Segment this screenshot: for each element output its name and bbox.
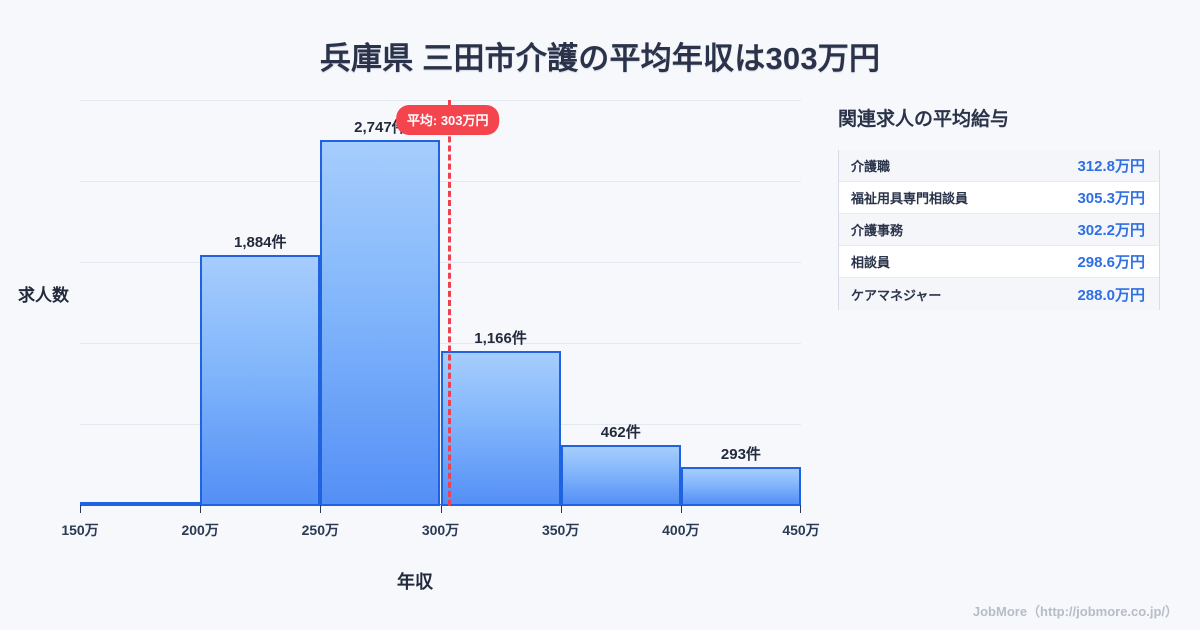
bar-value-label: 1,166件 bbox=[474, 329, 527, 347]
x-axis-title: 年収 bbox=[397, 572, 433, 592]
x-axis-tick-label: 300万 bbox=[421, 522, 460, 538]
bar-value-label: 293件 bbox=[720, 445, 761, 463]
salary-table-row: 介護職 312.8万円 bbox=[839, 150, 1159, 182]
histogram-bar bbox=[560, 444, 681, 506]
gridline bbox=[80, 262, 801, 263]
side-panel-heading: 関連求人の平均給与 bbox=[838, 109, 1010, 130]
salary-job-name: 福祉用具専門相談員 bbox=[851, 191, 969, 206]
salary-amount: 305.3万円 bbox=[1077, 190, 1145, 207]
histogram-chart: 求人数 年収 1,884件 2,747件 1,166件 462件 293件 150万 200… bbox=[18, 100, 820, 592]
gridline bbox=[80, 100, 801, 101]
bar-value-label: 462件 bbox=[600, 423, 641, 441]
bar-value-label: 2,747件 bbox=[354, 119, 407, 137]
salary-job-name: 介護職 bbox=[851, 159, 891, 174]
footer-watermark: JobMore（http://jobmore.co.jp/） bbox=[972, 604, 1178, 619]
average-badge: 平均: 303万円 bbox=[395, 105, 500, 135]
histogram-bar bbox=[320, 140, 441, 506]
histogram-bar bbox=[200, 255, 321, 506]
salary-table-row: 福祉用具専門相談員 305.3万円 bbox=[839, 182, 1159, 214]
salary-table-row: ケアマネジャー 288.0万円 bbox=[839, 278, 1159, 310]
salary-job-name: 介護事務 bbox=[851, 223, 904, 238]
x-axis-tick-label: 450万 bbox=[782, 522, 820, 538]
histogram-bar bbox=[80, 502, 201, 506]
salary-amount: 302.2万円 bbox=[1077, 222, 1145, 239]
salary-table: 介護職 312.8万円福祉用具専門相談員 305.3万円介護事務 302.2万円相談員… bbox=[838, 150, 1160, 310]
x-axis-tick bbox=[80, 505, 81, 513]
x-axis-tick-label: 400万 bbox=[662, 522, 700, 538]
salary-table-row: 相談員 298.6万円 bbox=[839, 246, 1159, 278]
y-axis-title: 求人数 bbox=[18, 286, 69, 305]
salary-amount: 312.8万円 bbox=[1077, 158, 1145, 175]
x-axis-tick-label: 350万 bbox=[541, 522, 580, 538]
salary-amount: 298.6万円 bbox=[1077, 254, 1145, 271]
gridline bbox=[80, 343, 801, 344]
x-axis-tick bbox=[560, 505, 562, 513]
gridline bbox=[80, 181, 801, 182]
salary-job-name: ケアマネジャー bbox=[851, 287, 942, 303]
x-axis-tick bbox=[680, 505, 682, 513]
x-axis-tick-label: 250万 bbox=[301, 522, 340, 538]
x-axis-tick bbox=[440, 505, 442, 513]
x-axis-tick-label: 150万 bbox=[61, 522, 99, 538]
page-title: 兵庫県 三田市介護の平均年収は303万円 bbox=[319, 41, 881, 76]
bar-value-label: 1,884件 bbox=[233, 234, 287, 252]
salary-amount: 288.0万円 bbox=[1077, 286, 1145, 304]
average-line bbox=[447, 100, 451, 506]
chart-plot-area bbox=[80, 100, 801, 513]
x-axis-tick bbox=[800, 505, 801, 513]
x-axis-tick bbox=[320, 505, 322, 513]
histogram-bar bbox=[680, 467, 801, 506]
x-axis-tick bbox=[200, 505, 202, 513]
salary-job-name: 相談員 bbox=[851, 255, 891, 270]
related-salary-panel: 関連求人の平均給与 介護職 312.8万円福祉用具専門相談員 305.3万円介護事務… bbox=[830, 0, 1200, 630]
salary-table-row: 介護事務 302.2万円 bbox=[839, 214, 1159, 246]
histogram-bar bbox=[440, 350, 561, 506]
x-axis-tick-label: 200万 bbox=[181, 522, 219, 538]
